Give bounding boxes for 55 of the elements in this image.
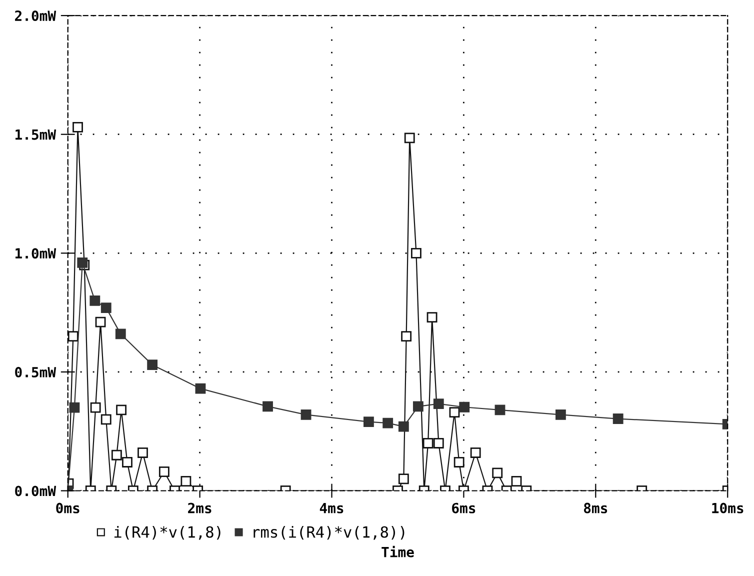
point xyxy=(454,457,464,468)
x-tick-label: 6ms xyxy=(452,502,476,514)
point xyxy=(363,416,374,428)
x-axis-title: Time xyxy=(382,546,414,558)
point xyxy=(90,402,101,413)
point xyxy=(100,414,112,425)
point xyxy=(300,410,312,420)
point xyxy=(511,476,522,486)
point xyxy=(401,331,412,342)
point xyxy=(433,398,444,409)
x-tick-label: 10ms xyxy=(712,502,744,514)
point xyxy=(115,328,126,340)
x-tick-label: 0ms xyxy=(56,502,80,514)
point xyxy=(95,316,106,328)
point xyxy=(555,410,566,420)
x-tick-label: 8ms xyxy=(584,502,608,514)
point xyxy=(612,414,624,424)
point xyxy=(426,312,438,323)
point xyxy=(492,468,503,478)
point xyxy=(138,448,148,458)
y-tick-label: 0.5mW xyxy=(15,366,56,378)
point xyxy=(422,438,434,448)
point xyxy=(398,474,409,484)
point xyxy=(411,248,422,258)
legend-label: rms(i(R4)*v(1,8)) xyxy=(254,526,404,540)
point xyxy=(459,402,470,412)
point xyxy=(111,450,122,460)
y-tick-label: 1.5mW xyxy=(16,130,56,140)
point xyxy=(147,360,158,370)
y-tick-label: 2.0mW xyxy=(15,10,56,22)
point xyxy=(158,466,170,477)
point xyxy=(116,404,127,416)
point xyxy=(122,457,132,468)
x-tick-label: 2ms xyxy=(188,502,212,514)
point xyxy=(77,257,88,268)
point xyxy=(68,331,78,342)
y-tick-label: 0.0mW xyxy=(15,486,56,496)
point xyxy=(195,383,206,394)
point xyxy=(100,302,112,314)
point xyxy=(494,404,506,416)
point xyxy=(180,476,192,486)
point xyxy=(382,418,394,428)
y-tick-label: 1.0mW xyxy=(16,248,56,259)
point xyxy=(262,401,273,412)
point xyxy=(90,295,100,306)
point xyxy=(398,421,409,432)
point xyxy=(404,132,415,144)
point xyxy=(449,407,460,418)
point xyxy=(69,402,80,413)
point xyxy=(433,438,444,448)
legend-label: i(R4)*v(1,8) xyxy=(114,526,220,540)
point xyxy=(72,122,83,132)
point xyxy=(470,448,481,458)
point xyxy=(412,401,424,412)
x-tick-label: 4ms xyxy=(320,502,344,514)
